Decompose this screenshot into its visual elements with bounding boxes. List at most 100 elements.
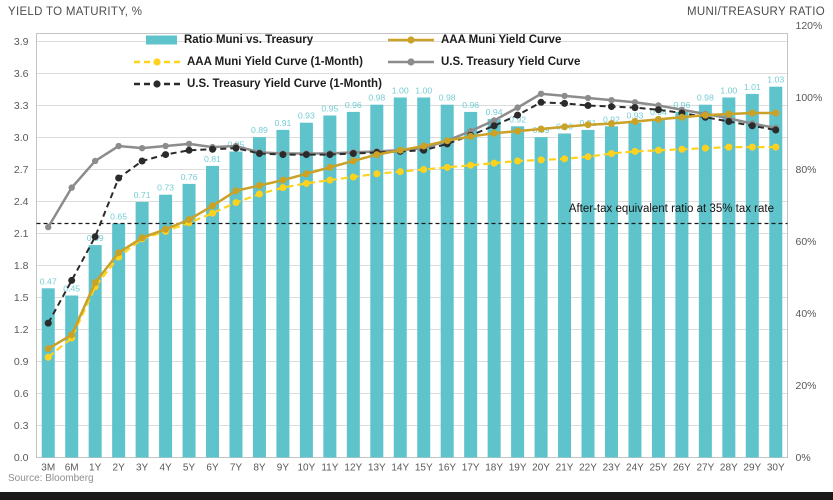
left-tick-label: 2.4 (14, 196, 29, 208)
right-tick-label: 60% (796, 236, 817, 248)
left-tick-label: 0.6 (14, 388, 29, 400)
legend-label: U.S. Treasury Yield Curve (441, 56, 581, 68)
muni-1m-line-marker (772, 143, 780, 151)
treasury-line-marker (91, 157, 99, 165)
ratio-bar (65, 295, 79, 458)
muni-line-marker (91, 279, 99, 287)
treasury-line-marker (490, 117, 498, 124)
bar-value-label: 0.76 (181, 172, 198, 182)
muni-1m-line (47, 146, 776, 359)
treasury-line-marker (45, 223, 52, 231)
muni-line-marker (115, 249, 123, 257)
x-tick-label: 25Y (650, 463, 668, 474)
x-tick-label: 23Y (603, 463, 621, 474)
legend-label: U.S. Treasury Yield Curve (1-Month) (187, 78, 382, 90)
treasury-1m-line (47, 101, 776, 324)
bar-value-label: 0.95 (321, 104, 338, 114)
muni-1m-line-marker (467, 161, 475, 169)
muni-line-marker (44, 345, 52, 353)
left-tick-label: 1.2 (14, 324, 29, 336)
x-tick-label: 15Y (415, 463, 433, 474)
legend-line-swatch (388, 36, 434, 44)
muni-line-marker (255, 182, 263, 189)
plot-frame (36, 33, 788, 458)
left-tick-label: 0.9 (14, 356, 29, 368)
muni-1m-line-marker (514, 157, 522, 165)
ratio-bar (511, 126, 525, 458)
ratio-bar (41, 288, 55, 458)
x-tick-label: 11Y (321, 463, 338, 474)
muni-line-marker (373, 151, 381, 159)
treasury-1m-line-marker (91, 233, 99, 241)
legend-item-5: U.S. Treasury Yield Curve (1-Month) (134, 78, 382, 90)
muni-line-marker (443, 137, 451, 145)
treasury-1m-line-marker (607, 103, 615, 111)
legend-line-swatch (134, 58, 180, 66)
bar-value-label: 0.65 (110, 212, 127, 222)
x-tick-label: 28Y (720, 463, 738, 474)
ratio-bar (159, 194, 173, 458)
legend-line-swatch (388, 58, 434, 66)
right-tick-label: 100% (796, 92, 823, 104)
treasury-1m-line-marker (115, 174, 123, 182)
bar-value-label: 0.98 (439, 93, 456, 103)
bar-value-label: 0.98 (697, 93, 714, 103)
muni-line-marker (725, 110, 733, 118)
ratio-bar (299, 122, 313, 458)
x-tick-label: 4Y (159, 463, 172, 474)
x-tick-label: 26Y (673, 463, 691, 474)
muni-1m-line-marker (373, 170, 381, 178)
bar-value-label: 1.00 (415, 86, 432, 96)
muni-line-marker (772, 109, 780, 117)
bar-value-label: 1.03 (767, 75, 784, 85)
bar-value-label: 0.47 (40, 276, 57, 286)
muni-1m-line-marker (44, 353, 52, 361)
muni-line-marker (537, 125, 545, 133)
legend-label: Ratio Muni vs. Treasury (184, 34, 314, 46)
bar-value-label: 0.96 (345, 100, 362, 110)
legend-item-3: AAA Muni Yield Curve (1-Month) (134, 56, 363, 68)
muni-1m-line-marker (420, 166, 428, 173)
left-tick-label: 2.1 (14, 228, 29, 240)
treasury-line-marker (537, 90, 545, 97)
treasury-1m-line-marker (255, 150, 263, 157)
muni-line-marker (490, 129, 498, 137)
bar-value-label: 1.01 (744, 82, 761, 92)
muni-1m-line-marker (443, 163, 451, 171)
x-tick-label: 6M (65, 463, 79, 474)
x-tick-label: 29Y (743, 463, 761, 474)
bar-value-label: 0.89 (251, 125, 268, 135)
ratio-bar (698, 104, 712, 458)
left-tick-label: 0.3 (14, 420, 29, 432)
x-tick-label: 17Y (462, 463, 480, 474)
ratio-bar (206, 165, 220, 458)
muni-line-marker (162, 225, 170, 233)
treasury-1m-line-marker (279, 151, 287, 159)
x-tick-label: 3M (41, 463, 55, 474)
bar-value-label: 1.00 (720, 86, 737, 96)
treasury-1m-line-marker (748, 122, 756, 130)
legend-label: AAA Muni Yield Curve (441, 34, 562, 46)
muni-line-marker (607, 120, 615, 128)
right-tick-label: 20% (796, 380, 817, 392)
muni-1m-line-marker (255, 190, 263, 198)
ratio-bar (182, 183, 196, 458)
x-tick-label: 13Y (368, 463, 386, 474)
treasury-line-marker (514, 104, 521, 111)
muni-line-marker (420, 142, 428, 150)
left-tick-label: 3.6 (14, 68, 29, 80)
treasury-line-marker (561, 92, 568, 100)
muni-1m-line-marker (748, 143, 756, 151)
treasury-1m-line-marker (725, 118, 733, 125)
bar-value-label: 0.93 (626, 111, 643, 121)
treasury-line-marker (68, 184, 75, 191)
ratio-bar (229, 151, 243, 458)
muni-1m-line-marker (537, 156, 545, 164)
treasury-1m-line-marker (44, 319, 52, 327)
treasury-1m-line-marker (514, 111, 522, 119)
treasury-line-marker (162, 142, 169, 150)
muni-line-marker (138, 234, 146, 242)
x-tick-label: 7Y (230, 463, 243, 474)
